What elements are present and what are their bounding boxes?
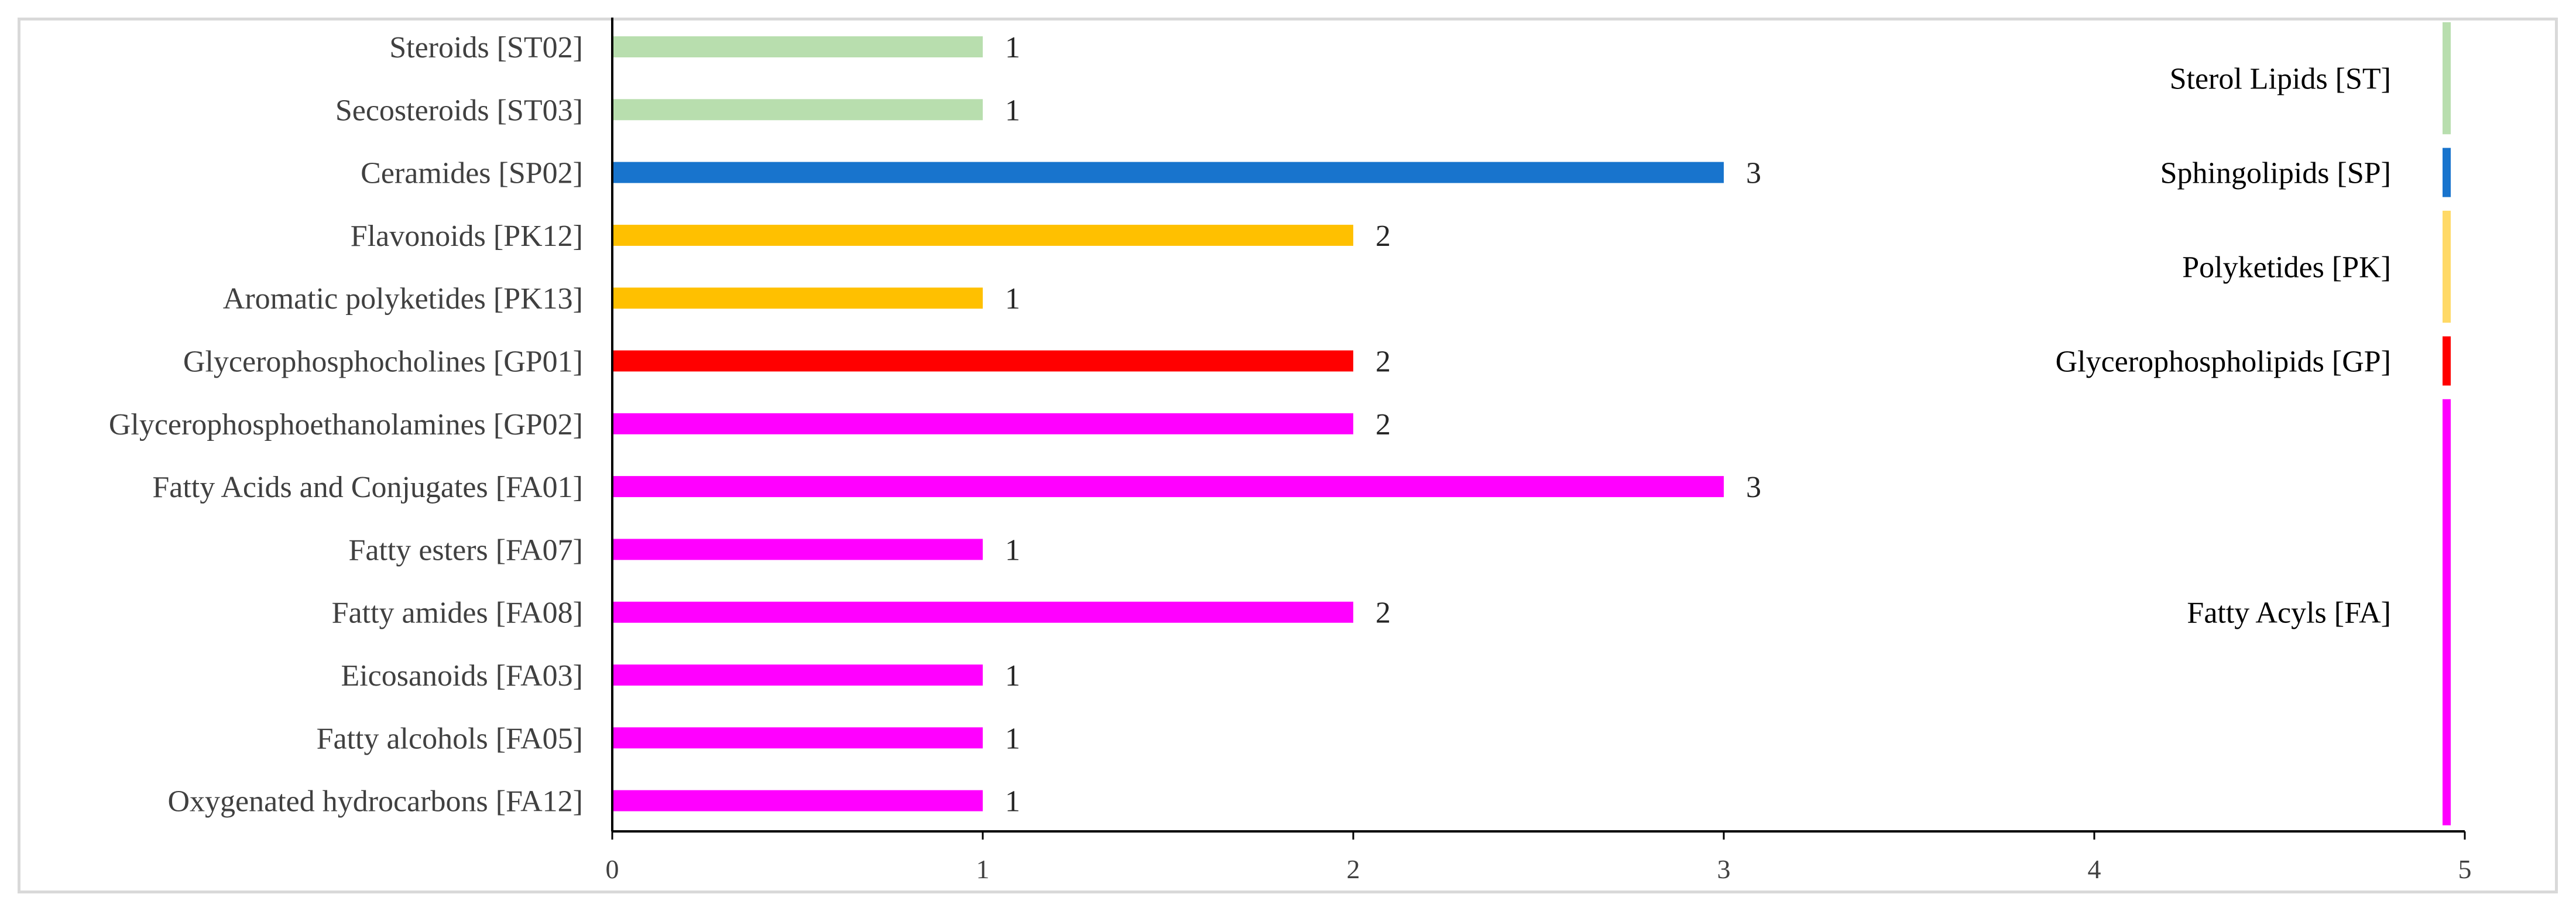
x-tick-label-1: 1: [976, 854, 990, 884]
group-label-4: Fatty Acyls [FA]: [2187, 597, 2391, 630]
category-label-2: Ceramides [SP02]: [361, 157, 583, 190]
x-tick-label-2: 2: [1347, 854, 1360, 884]
category-label-12: Oxygenated hydrocarbons [FA12]: [167, 785, 583, 818]
bar-9: [612, 601, 1353, 623]
bar-5: [612, 350, 1353, 372]
group-labels: Sterol Lipids [ST] Sphingolipids [SP] Poly…: [2056, 63, 2391, 630]
data-label-1: 1: [1005, 94, 1020, 127]
group-label-2: Polyketides [PK]: [2182, 251, 2391, 285]
data-label-9: 2: [1376, 597, 1391, 630]
category-label-1: Secosteroids [ST03]: [335, 94, 583, 127]
x-tick-label-0: 0: [606, 854, 619, 884]
x-axis-ticks: 0 1 2 3 4 5: [606, 831, 2472, 884]
bar-1: [612, 99, 983, 121]
bar-6: [612, 413, 1353, 434]
group-label-3: Glycerophospholipids [GP]: [2056, 345, 2391, 379]
data-label-0: 1: [1005, 31, 1020, 64]
axes: [611, 18, 2465, 833]
x-tick-label-5: 5: [2458, 854, 2472, 884]
bar-0: [612, 36, 983, 57]
x-tick-label-3: 3: [1717, 854, 1731, 884]
category-label-6: Glycerophosphoethanolamines [GP02]: [109, 408, 583, 441]
data-label-2: 3: [1746, 157, 1761, 190]
data-labels: 1 1 3 2 1 2 2 3 1 2 1 1 1: [1005, 31, 1761, 818]
category-label-4: Aromatic polyketides [PK13]: [223, 282, 583, 316]
bar-4: [612, 287, 983, 309]
data-label-6: 2: [1376, 408, 1391, 441]
bar-12: [612, 790, 983, 811]
bar-11: [612, 727, 983, 749]
category-label-10: Eicosanoids [FA03]: [341, 659, 583, 693]
category-label-7: Fatty Acids and Conjugates [FA01]: [152, 471, 583, 504]
data-label-3: 2: [1376, 220, 1391, 253]
group-label-0: Sterol Lipids [ST]: [2170, 63, 2391, 96]
data-label-12: 1: [1005, 785, 1020, 818]
bar-7: [612, 476, 1724, 498]
bar-3: [612, 224, 1353, 246]
category-label-8: Fatty esters [FA07]: [348, 533, 583, 567]
group-bracket-3: [2443, 336, 2451, 386]
group-bracket-0: [2443, 22, 2451, 135]
category-label-11: Fatty alcohols [FA05]: [317, 722, 583, 755]
category-label-0: Steroids [ST02]: [389, 31, 583, 64]
data-label-7: 3: [1746, 471, 1761, 504]
category-label-5: Glycerophosphocholines [GP01]: [183, 345, 583, 379]
group-bracket-4: [2443, 399, 2451, 826]
data-label-11: 1: [1005, 722, 1020, 755]
group-brackets: [2443, 22, 2451, 826]
bars-layer: [612, 36, 1724, 811]
bar-2: [612, 162, 1724, 183]
data-label-5: 2: [1376, 345, 1391, 379]
group-label-1: Sphingolipids [SP]: [2160, 157, 2391, 190]
bar-10: [612, 665, 983, 686]
data-label-8: 1: [1005, 533, 1020, 567]
group-bracket-2: [2443, 210, 2451, 323]
data-label-10: 1: [1005, 659, 1020, 693]
category-label-9: Fatty amides [FA08]: [332, 597, 583, 630]
bar-8: [612, 539, 983, 560]
x-tick-label-4: 4: [2088, 854, 2101, 884]
category-label-3: Flavonoids [PK12]: [351, 220, 583, 253]
data-label-4: 1: [1005, 282, 1020, 316]
group-bracket-1: [2443, 148, 2451, 197]
category-labels: Steroids [ST02] Secosteroids [ST03] Cerami…: [109, 31, 583, 818]
